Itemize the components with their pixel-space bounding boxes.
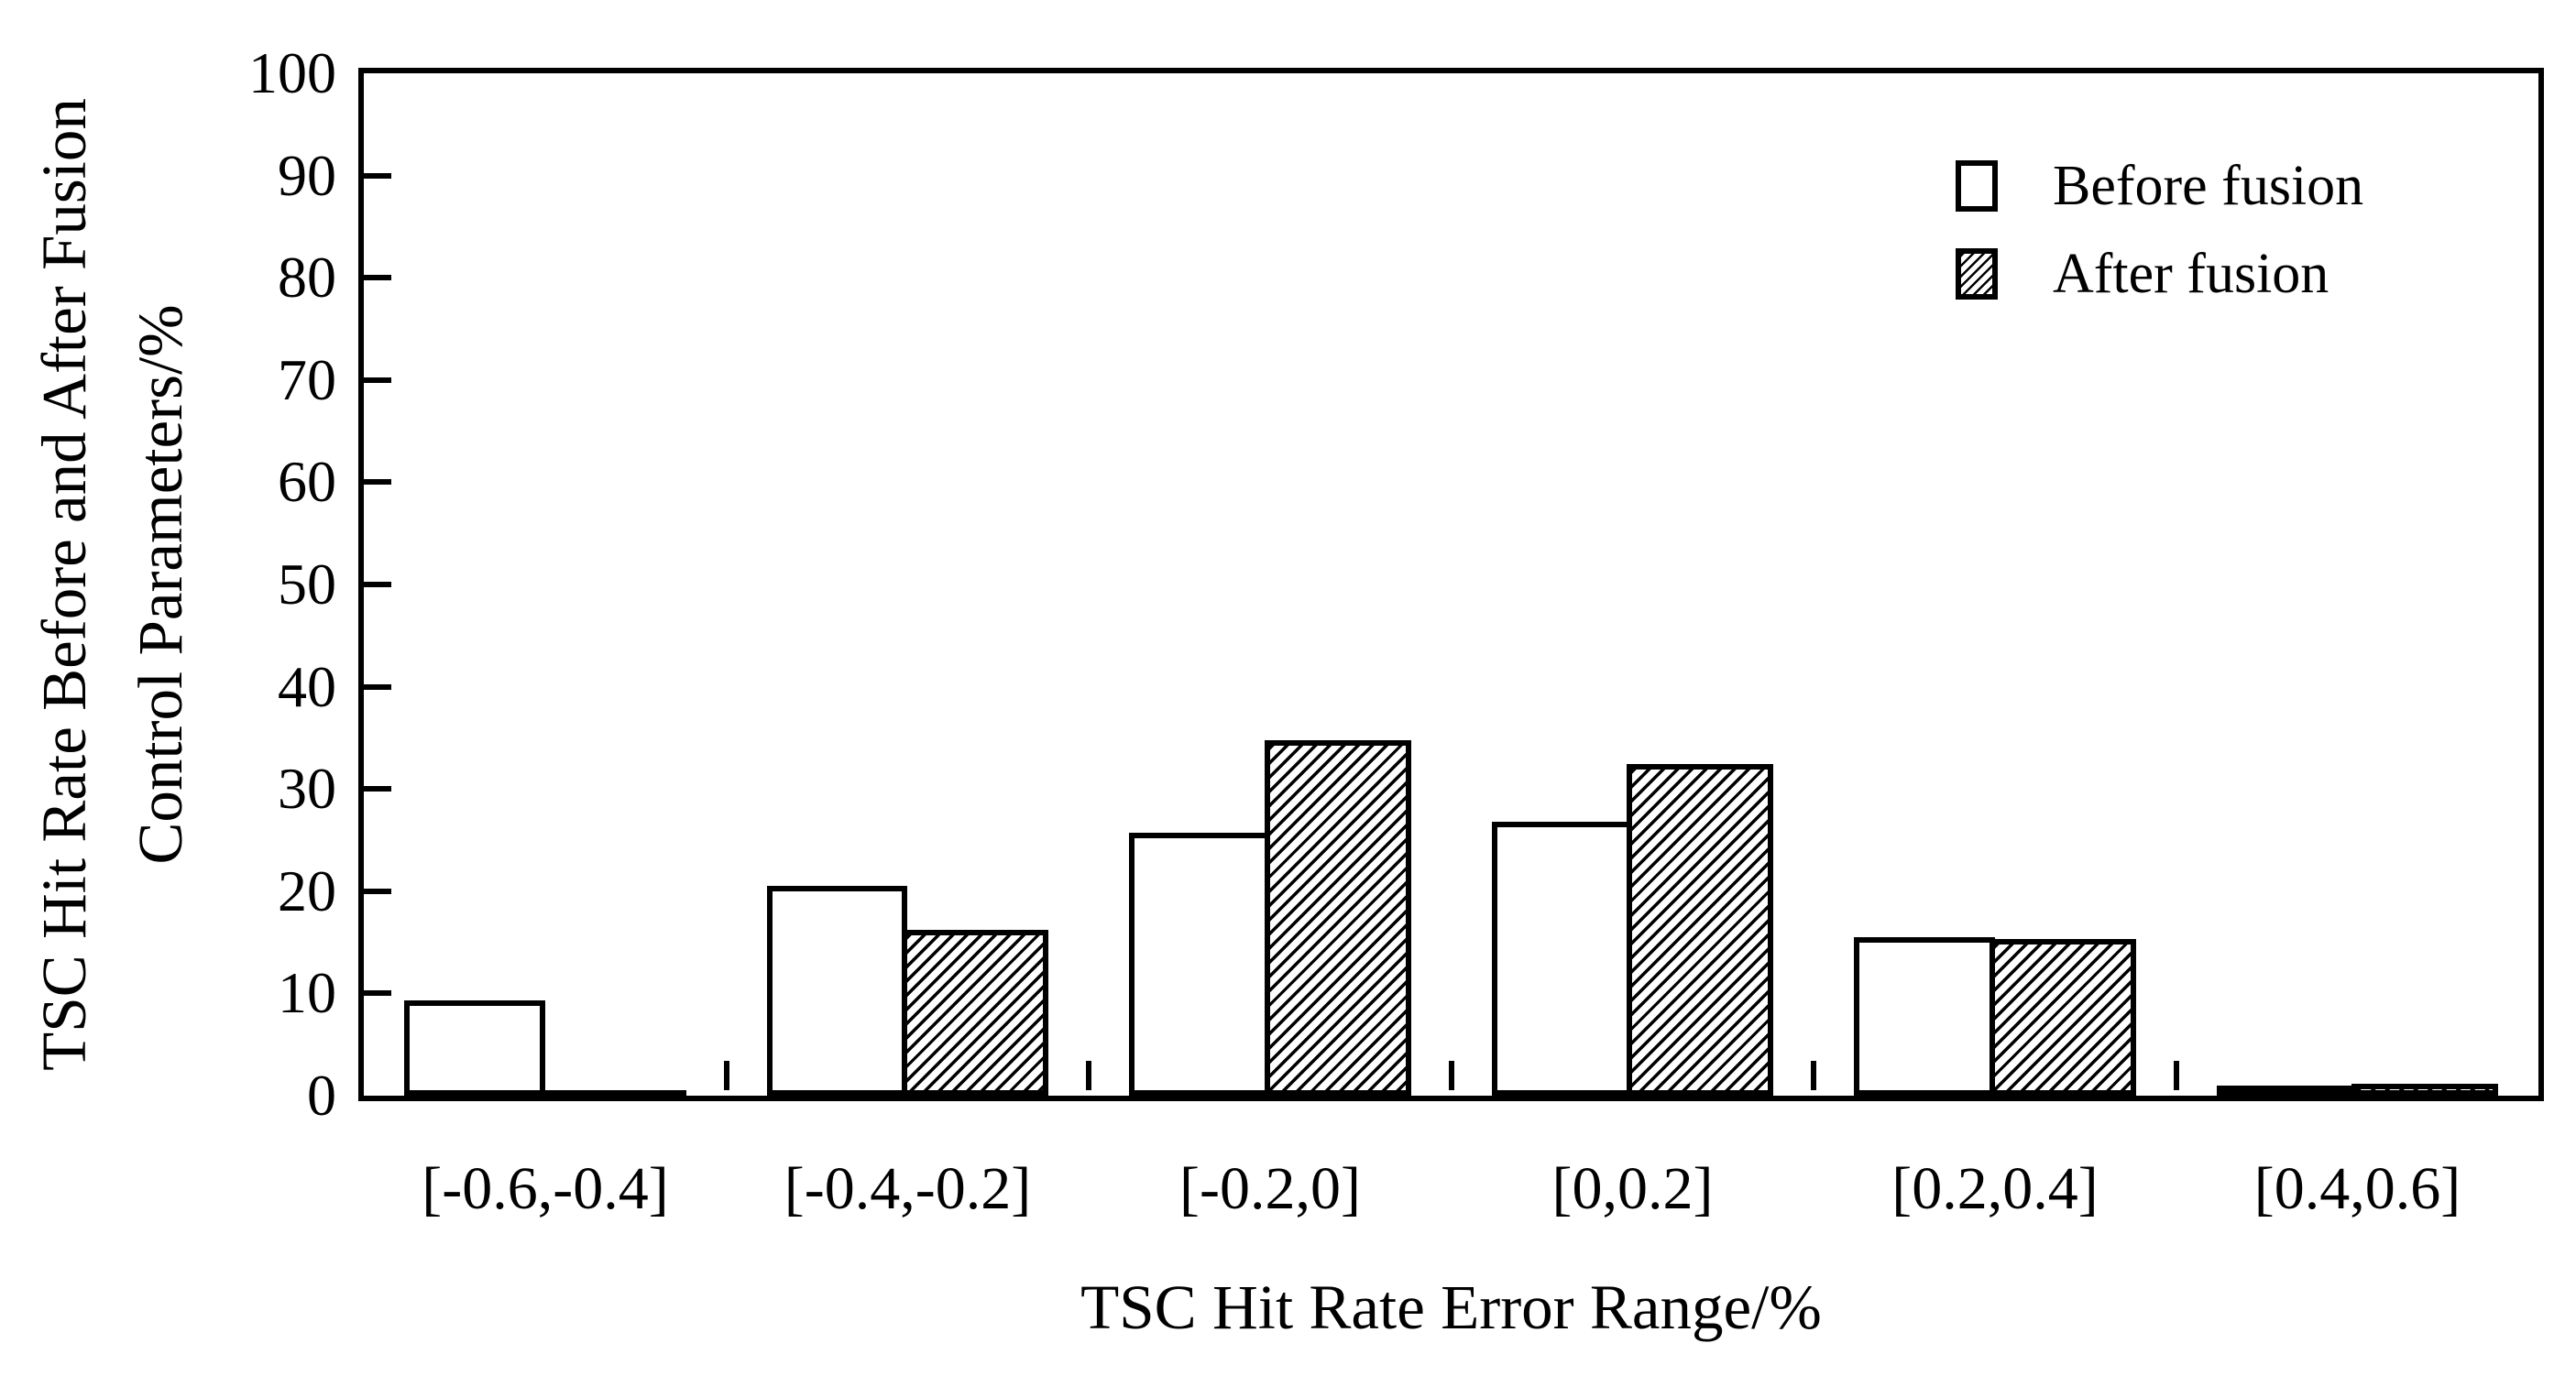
x-tick-label: [-0.4,-0.2] bbox=[784, 1155, 1032, 1222]
x-axis-tick bbox=[1811, 1061, 1816, 1090]
x-tick-label: [0.2,0.4] bbox=[1891, 1155, 2099, 1222]
y-tick-label: 30 bbox=[278, 756, 336, 822]
y-tick-label: 40 bbox=[278, 653, 336, 719]
y-axis-tick bbox=[364, 786, 391, 792]
bar-after-fusion-2 bbox=[1264, 739, 1411, 1096]
legend-item-before-fusion: Before fusion bbox=[1956, 154, 2363, 218]
bar-before-fusion-2 bbox=[1129, 833, 1270, 1096]
bar-before-fusion-0 bbox=[404, 1000, 545, 1096]
bar-before-fusion-3 bbox=[1491, 821, 1633, 1096]
bar-before-fusion-5 bbox=[2216, 1085, 2358, 1097]
y-tick-label: 50 bbox=[278, 551, 336, 617]
y-axis-tick bbox=[364, 479, 391, 486]
y-axis-tick bbox=[364, 377, 391, 383]
legend-label-after-fusion: After fusion bbox=[2053, 243, 2329, 305]
y-tick-label: 70 bbox=[278, 346, 336, 412]
bar-before-fusion-4 bbox=[1854, 937, 1995, 1096]
x-axis-tick bbox=[2173, 1061, 2179, 1090]
y-tick-label: 10 bbox=[278, 960, 336, 1026]
legend-item-after-fusion: After fusion bbox=[1956, 242, 2363, 306]
bar-after-fusion-5 bbox=[2351, 1083, 2498, 1096]
y-axis-tick bbox=[364, 888, 391, 894]
legend-swatch-before-fusion bbox=[1956, 160, 1998, 212]
y-axis-tick bbox=[364, 683, 391, 690]
y-axis-tick bbox=[364, 172, 391, 179]
x-axis-tick bbox=[723, 1061, 729, 1090]
bar-before-fusion-1 bbox=[766, 886, 908, 1096]
x-tick-label: [-0.6,-0.4] bbox=[422, 1155, 669, 1222]
legend: Before fusion After fusion bbox=[1956, 154, 2363, 306]
legend-label-before-fusion: Before fusion bbox=[2053, 155, 2364, 217]
y-tick-label: 100 bbox=[248, 40, 336, 105]
bar-after-fusion-4 bbox=[1989, 939, 2136, 1096]
bar-after-fusion-0 bbox=[539, 1090, 686, 1101]
y-tick-label: 60 bbox=[278, 449, 336, 515]
x-axis-title: TSC Hit Rate Error Range/% bbox=[1080, 1272, 1822, 1342]
y-tick-label: 20 bbox=[278, 857, 336, 923]
legend-swatch-after-fusion bbox=[1956, 248, 1998, 300]
y-axis-tick bbox=[364, 582, 391, 587]
x-axis-tick bbox=[1086, 1061, 1091, 1090]
x-tick-label: [-0.2,0] bbox=[1179, 1155, 1361, 1222]
y-tick-label: 80 bbox=[278, 245, 336, 311]
y-tick-label: 0 bbox=[307, 1063, 336, 1128]
x-tick-label: [0.4,0.6] bbox=[2253, 1155, 2461, 1222]
x-tick-label: [0,0.2] bbox=[1551, 1155, 1714, 1222]
y-axis-tick bbox=[364, 990, 391, 997]
plot-area-frame bbox=[358, 68, 2544, 1101]
x-axis-tick bbox=[1448, 1061, 1454, 1090]
bar-after-fusion-1 bbox=[902, 930, 1048, 1096]
bar-after-fusion-3 bbox=[1627, 764, 1773, 1096]
y-tick-label: 90 bbox=[278, 142, 336, 208]
y-axis-tick bbox=[364, 275, 391, 281]
